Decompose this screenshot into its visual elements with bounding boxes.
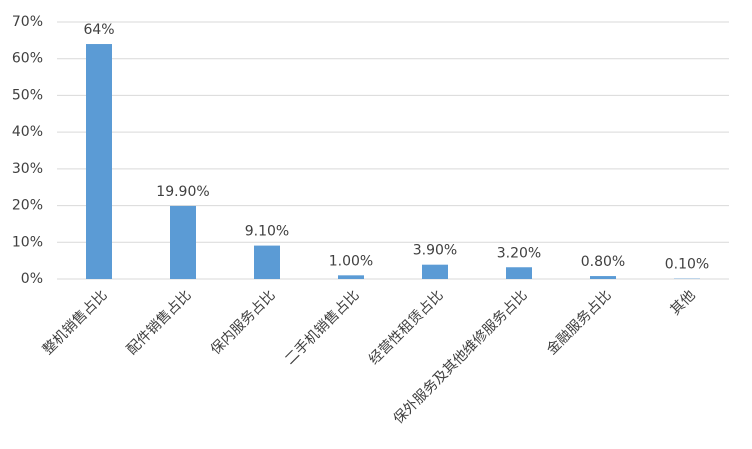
value-label: 3.90% <box>413 243 457 259</box>
x-tick-label: 其他 <box>668 287 699 318</box>
bar <box>86 44 112 280</box>
bar <box>338 275 364 279</box>
y-tick-label: 10% <box>12 234 43 250</box>
value-label: 9.10% <box>245 224 289 240</box>
bar <box>422 264 448 279</box>
x-tick-label: 配件销售占比 <box>124 287 195 358</box>
value-label: 1.00% <box>329 253 373 269</box>
x-tick-label: 金融服务占比 <box>544 287 615 358</box>
value-label: 64% <box>83 22 114 38</box>
y-tick-label: 0% <box>21 271 43 287</box>
y-tick-label: 50% <box>12 87 43 103</box>
value-label: 0.80% <box>581 254 625 270</box>
x-tick-label: 保内服务占比 <box>208 287 279 358</box>
y-tick-label: 40% <box>12 124 43 140</box>
y-tick-label: 20% <box>12 198 43 214</box>
y-tick-label: 30% <box>12 161 43 177</box>
value-label: 3.20% <box>497 245 541 261</box>
bar <box>170 205 196 279</box>
bar <box>590 276 616 279</box>
x-tick-label: 整机销售占比 <box>40 287 111 358</box>
x-tick-label: 保外服务及其他维修服务占比 <box>391 287 531 427</box>
y-tick-label: 60% <box>12 51 43 67</box>
y-tick-label: 70% <box>12 14 43 30</box>
x-tick-label: 二手机销售占比 <box>282 287 363 368</box>
bar <box>506 267 532 279</box>
value-label: 19.90% <box>156 184 209 200</box>
value-label: 0.10% <box>665 257 709 273</box>
x-tick-label: 经营性租赁占比 <box>366 287 447 368</box>
bar <box>254 245 280 279</box>
